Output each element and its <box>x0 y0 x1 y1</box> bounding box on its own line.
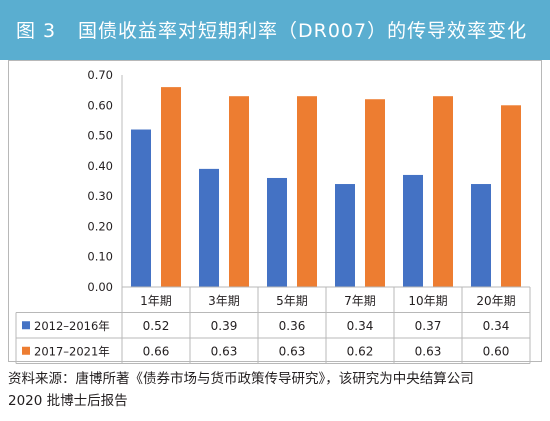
category-label: 7年期 <box>344 294 376 308</box>
bar-2-1 <box>161 87 181 287</box>
bar-2-2 <box>229 96 249 287</box>
y-tick-label: 0.50 <box>87 129 113 143</box>
bar-1-2 <box>199 168 219 287</box>
y-tick-label: 0.60 <box>87 98 113 112</box>
category-label: 3年期 <box>208 294 240 308</box>
table-cell: 0.63 <box>211 344 238 358</box>
table-cell: 0.63 <box>279 344 306 358</box>
category-label: 20年期 <box>476 294 515 308</box>
bar-2-3 <box>297 96 317 287</box>
source-line-1: 资料来源：唐博所著《债券市场与货币政策传导研究》，该研究为中央结算公司 <box>8 371 474 387</box>
y-tick-label: 0.70 <box>87 68 113 82</box>
bar-1-6 <box>471 184 491 287</box>
table-cell: 0.37 <box>415 319 442 333</box>
series-name: 2012–2016年 <box>34 319 110 333</box>
series-name: 2017–2021年 <box>34 344 110 358</box>
bar-1-3 <box>267 177 287 287</box>
table-cell: 0.63 <box>415 344 442 358</box>
bar-1-5 <box>403 174 423 287</box>
figure-title: 国债收益率对短期利率（DR007）的传导效率变化 <box>78 20 528 42</box>
y-tick-label: 0.10 <box>87 250 113 264</box>
table-cell: 0.60 <box>483 344 510 358</box>
y-tick-label: 0.30 <box>87 189 113 203</box>
bar-2-5 <box>433 96 453 287</box>
legend-key <box>22 321 30 330</box>
figure-title-bar: 图 3 国债收益率对短期利率（DR007）的传导效率变化 <box>0 0 550 60</box>
y-tick-label: 0.00 <box>87 280 113 294</box>
y-tick-label: 0.20 <box>87 219 113 233</box>
table-cell: 0.34 <box>347 319 374 333</box>
source-note: 资料来源：唐博所著《债券市场与货币政策传导研究》，该研究为中央结算公司 2020… <box>8 368 544 412</box>
category-label: 5年期 <box>276 294 308 308</box>
y-tick-label: 0.40 <box>87 159 113 173</box>
table-cell: 0.62 <box>347 344 374 358</box>
bar-1-4 <box>335 184 355 287</box>
category-label: 1年期 <box>140 294 172 308</box>
bar-1-1 <box>131 129 151 287</box>
y-axis: 0.00 0.10 0.20 0.30 0.40 0.50 0.60 0.70 <box>87 68 123 294</box>
bar-2-4 <box>365 99 385 287</box>
table-cell: 0.66 <box>143 344 170 358</box>
table-cell: 0.34 <box>483 319 510 333</box>
bars <box>131 87 521 288</box>
table-cell: 0.36 <box>279 319 306 333</box>
bar-chart: 0.00 0.10 0.20 0.30 0.40 0.50 0.60 0.70 1年期 3年期 5… <box>15 68 531 364</box>
data-table: 1年期 3年期 5年期 7年期 10年期 20年期 2012–2016年 0.52 0.39 0.… <box>15 286 531 364</box>
category-label: 10年期 <box>408 294 447 308</box>
source-line-2: 2020 批博士后报告 <box>8 393 128 409</box>
bar-2-6 <box>501 105 521 288</box>
figure-label: 图 3 <box>16 20 57 42</box>
legend-key <box>22 346 30 355</box>
table-cell: 0.39 <box>211 319 238 333</box>
table-cell: 0.52 <box>143 319 170 333</box>
